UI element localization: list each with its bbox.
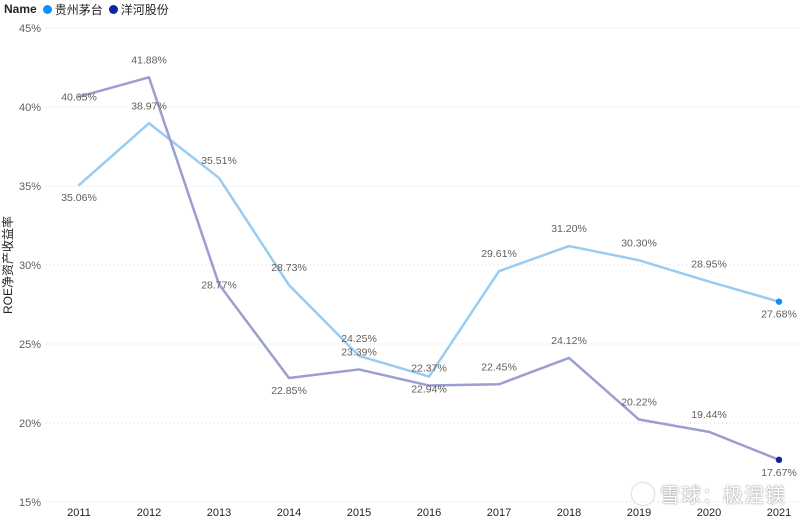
y-tick-label: 35% (19, 181, 41, 193)
data-label: 29.61% (481, 248, 517, 260)
y-tick-labels: 15% 20% 25% 30% 35% 40% 45% (19, 23, 41, 509)
x-tick-label: 2018 (557, 507, 581, 518)
data-label: 23.39% (341, 346, 377, 358)
y-axis-label: ROE净资产收益率 (0, 216, 15, 314)
data-label: 30.30% (621, 237, 657, 249)
data-label: 41.88% (131, 54, 167, 66)
x-tick-label: 2014 (277, 507, 301, 518)
legend-item-yanghe[interactable]: 洋河股份 (108, 1, 169, 18)
x-tick-label: 2016 (417, 507, 441, 518)
series-line-2 (77, 76, 781, 462)
x-tick-labels: 2011 2012 2013 2014 2015 2016 2017 2018 2019 2020… (67, 507, 791, 518)
data-label: 28.77% (201, 279, 237, 291)
data-label: 28.73% (271, 262, 307, 274)
legend: Name 贵州茅台 洋河股份 (4, 1, 175, 18)
x-tick-label: 2021 (767, 507, 791, 518)
data-label: 22.45% (481, 361, 517, 373)
data-label: 35.51% (201, 155, 237, 167)
x-tick-label: 2017 (487, 507, 511, 518)
series-end-marker-2 (775, 456, 783, 464)
data-label: 35.06% (61, 192, 97, 204)
snowball-logo-icon (632, 483, 654, 505)
series-lines (77, 76, 783, 464)
y-tick-label: 15% (19, 497, 41, 509)
watermark-text: 雪球：极涅镁 (660, 485, 786, 507)
data-label: 19.44% (691, 409, 727, 421)
y-tick-label: 45% (19, 23, 41, 35)
x-tick-label: 2019 (627, 507, 651, 518)
data-label: 31.20% (551, 223, 587, 235)
y-tick-label: 40% (19, 102, 41, 114)
x-tick-label: 2015 (347, 507, 371, 518)
series-line-1 (77, 122, 781, 378)
legend-dot-icon (42, 4, 52, 14)
data-label: 38.97% (131, 100, 167, 112)
legend-label: 贵州茅台 (54, 2, 103, 17)
data-label: 24.12% (551, 335, 587, 347)
data-label: 22.94% (411, 384, 447, 396)
data-label: 22.37% (411, 363, 447, 375)
legend-dot-icon (108, 4, 118, 14)
gridlines (46, 27, 800, 503)
data-labels: 35.06% 38.97% 35.51% 28.73% 24.25% 22.94% 29.6… (61, 54, 797, 479)
legend-title: Name (4, 2, 37, 16)
x-tick-label: 2013 (207, 507, 231, 518)
legend-item-moutai[interactable]: 贵州茅台 (42, 1, 103, 18)
legend-label: 洋河股份 (120, 2, 169, 17)
data-label: 28.95% (691, 259, 727, 271)
series-end-marker-1 (775, 298, 783, 305)
data-label: 24.25% (341, 333, 377, 345)
y-tick-label: 30% (19, 260, 41, 272)
data-label: 20.22% (621, 397, 657, 409)
data-label: 17.67% (761, 467, 797, 479)
y-tick-label: 20% (19, 418, 41, 430)
watermark: 雪球：极涅镁 (632, 479, 786, 508)
x-tick-label: 2012 (137, 507, 161, 518)
x-tick-label: 2011 (67, 507, 91, 518)
data-label: 40.65% (61, 92, 97, 104)
x-tick-label: 2020 (697, 507, 721, 518)
y-tick-label: 25% (19, 339, 41, 351)
data-label: 27.68% (761, 309, 797, 321)
data-label: 22.85% (271, 385, 307, 397)
